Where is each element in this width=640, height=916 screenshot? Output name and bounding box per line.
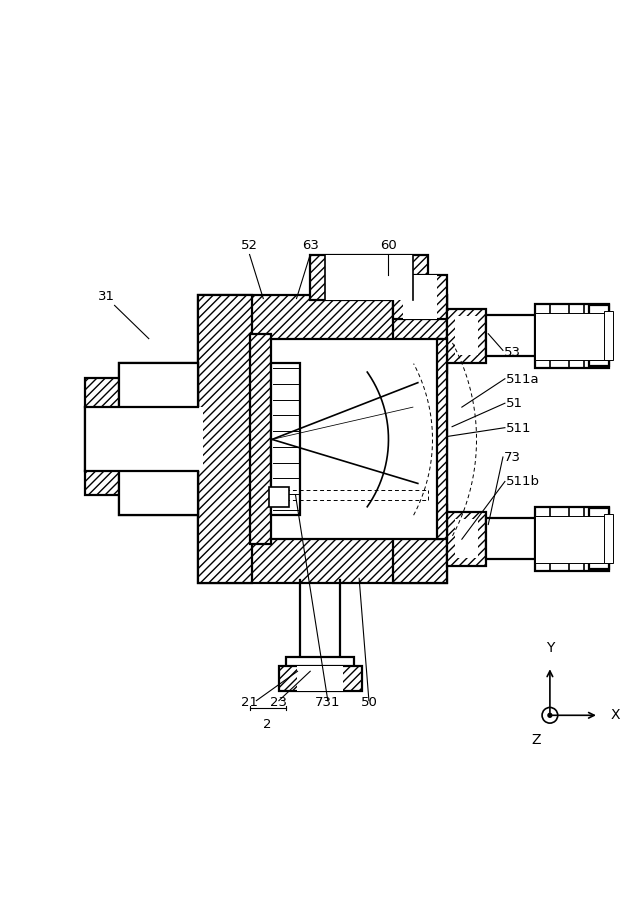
Text: 73: 73 [504,451,521,463]
Bar [455,518,479,558]
Text: 511: 511 [506,421,531,434]
Bar [271,363,300,515]
Text: 23: 23 [271,696,287,710]
Bar [447,310,486,363]
Text: 52: 52 [241,239,258,252]
Text: X: X [611,708,620,723]
Bar [296,666,344,691]
Bar [250,333,271,544]
Text: 511a: 511a [506,373,540,386]
Text: Z: Z [531,733,541,747]
Text: 63: 63 [302,239,319,252]
Bar [455,316,479,355]
Text: 51: 51 [506,398,523,410]
Text: 2: 2 [264,718,272,731]
Bar [120,363,198,412]
Bar [535,516,609,562]
Bar [85,407,203,471]
Bar [535,313,609,360]
Bar [589,507,609,569]
Bar [394,295,447,583]
Text: 511b: 511b [506,475,540,488]
Text: Y: Y [546,640,554,655]
Bar [486,315,540,356]
Bar [85,377,124,496]
Text: 21: 21 [241,696,258,710]
Bar [279,666,362,691]
Bar [310,256,428,300]
Bar [394,275,447,319]
Bar [325,256,413,300]
Bar [198,295,252,583]
Bar [285,657,355,671]
Bar [120,466,198,515]
Bar [437,339,447,540]
Bar [486,518,540,559]
Bar [269,487,289,507]
Text: 50: 50 [360,696,378,710]
Bar [198,295,447,373]
Text: 31: 31 [98,289,115,302]
Bar [198,505,447,583]
Bar [252,373,394,505]
Bar [604,311,614,360]
Bar [535,304,609,368]
Bar [120,398,198,485]
Text: 731: 731 [315,696,340,710]
Bar [447,512,486,565]
Text: 60: 60 [380,239,397,252]
Text: 53: 53 [504,346,521,359]
Bar [252,339,442,540]
Circle shape [548,714,552,717]
Bar [403,275,437,319]
Bar [120,363,198,515]
Bar [535,507,609,571]
Bar [589,305,609,366]
Bar [604,514,614,562]
